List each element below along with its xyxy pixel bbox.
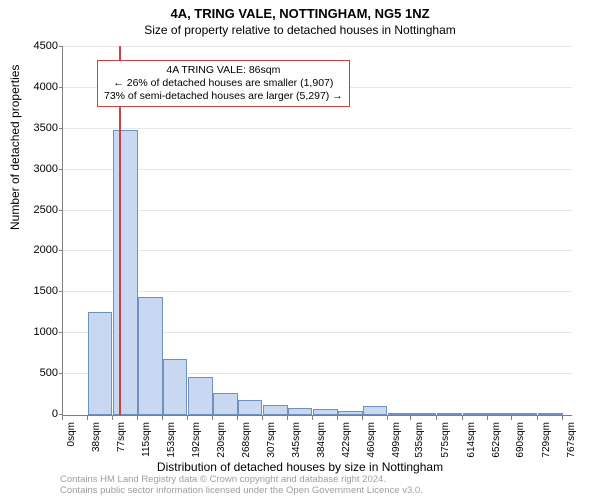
y-tick-label: 500 [40,367,58,379]
x-tick-mark [387,416,388,420]
histogram-bar [437,413,462,415]
histogram-bar [163,359,188,415]
annotation-line-2: ← 26% of detached houses are smaller (1,… [104,77,343,90]
x-tick-mark [511,416,512,420]
y-tick-mark [59,128,63,129]
histogram-bar [411,413,436,415]
y-tick-label: 1000 [34,326,58,338]
footer-attribution: Contains HM Land Registry data © Crown c… [60,475,423,497]
x-tick-mark [262,416,263,420]
histogram-bar [288,408,313,415]
y-tick-mark [59,87,63,88]
x-tick-mark [87,416,88,420]
chart-plot-area: 4A TRING VALE: 86sqm ← 26% of detached h… [62,46,572,416]
histogram-bar [263,405,288,415]
y-tick-label: 1500 [34,285,58,297]
chart-title-1: 4A, TRING VALE, NOTTINGHAM, NG5 1NZ [0,0,600,21]
histogram-bar [138,297,163,415]
histogram-bar [188,377,213,415]
y-tick-label: 4500 [34,40,58,52]
x-tick-mark [362,416,363,420]
gridline [63,291,572,292]
x-tick-mark [212,416,213,420]
x-tick-mark [237,416,238,420]
gridline [63,46,572,47]
x-tick-container: 0sqm38sqm77sqm115sqm153sqm192sqm230sqm26… [62,416,572,460]
y-tick-mark [59,169,63,170]
x-tick-mark [62,416,63,420]
x-tick-mark [410,416,411,420]
histogram-bar [512,413,537,415]
histogram-bar [238,400,263,415]
histogram-bar [338,411,363,415]
y-tick-mark [59,46,63,47]
x-tick-mark [137,416,138,420]
y-tick-mark [59,414,63,415]
x-tick-mark [537,416,538,420]
x-tick-mark [337,416,338,420]
x-tick-mark [487,416,488,420]
y-tick-mark [59,210,63,211]
histogram-bar [488,413,513,415]
x-tick-mark [562,416,563,420]
y-tick-label: 4000 [34,81,58,93]
gridline [63,250,572,251]
gridline [63,169,572,170]
x-tick-mark [287,416,288,420]
histogram-bar [538,413,563,415]
histogram-bar [213,393,238,415]
gridline [63,128,572,129]
annotation-box: 4A TRING VALE: 86sqm ← 26% of detached h… [97,60,350,107]
footer-line-2: Contains public sector information licen… [60,486,423,497]
x-tick-mark [112,416,113,420]
histogram-bar [88,312,113,415]
x-tick-mark [312,416,313,420]
annotation-line-1: 4A TRING VALE: 86sqm [104,64,343,77]
histogram-bar [313,409,338,415]
y-tick-label: 0 [52,408,58,420]
x-tick-mark [162,416,163,420]
y-tick-container: 050010001500200025003000350040004500 [0,46,60,416]
x-axis-label: Distribution of detached houses by size … [0,460,600,474]
y-tick-label: 3000 [34,163,58,175]
x-tick-mark [187,416,188,420]
y-tick-mark [59,291,63,292]
annotation-line-3: 73% of semi-detached houses are larger (… [104,90,343,103]
y-tick-mark [59,332,63,333]
x-tick-mark [436,416,437,420]
y-tick-mark [59,250,63,251]
chart-title-2: Size of property relative to detached ho… [0,21,600,37]
x-tick-mark [462,416,463,420]
y-tick-mark [59,373,63,374]
gridline [63,210,572,211]
histogram-bar [463,413,488,415]
histogram-bar [363,406,388,415]
histogram-bar [113,130,138,415]
y-tick-label: 2500 [34,204,58,216]
y-tick-label: 3500 [34,122,58,134]
histogram-bar [388,413,413,415]
y-tick-label: 2000 [34,244,58,256]
